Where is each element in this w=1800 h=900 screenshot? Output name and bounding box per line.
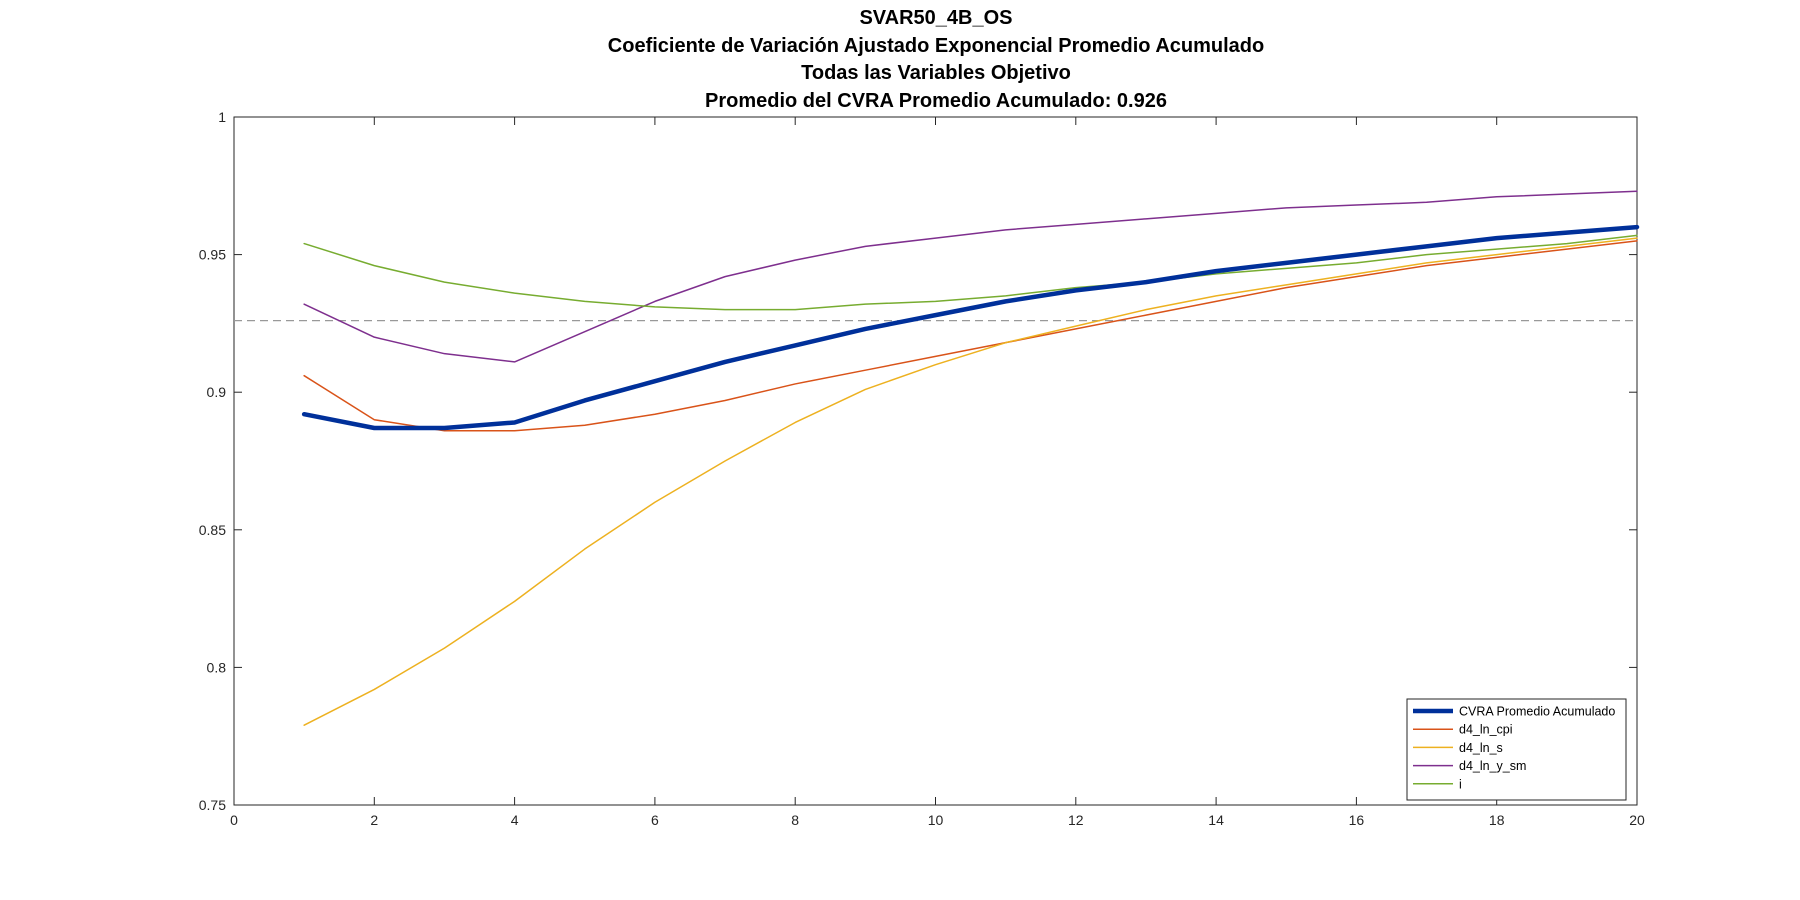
y-tick-label: 0.9: [207, 384, 227, 400]
axes-box: [233, 116, 1638, 806]
y-tick-label: 0.8: [207, 659, 227, 675]
plot-area: 0 2 4 6 8 10 12 14 16 18 20 0.75 0.8 0.85 0.9 0.95 1: [199, 109, 1645, 828]
series-line-d4_ln_y_sm: [303, 190, 1638, 363]
x-tick-label: 16: [1349, 812, 1365, 828]
x-tick-label: 0: [230, 812, 238, 828]
title-line-1: SVAR50_4B_OS: [859, 7, 1012, 29]
legend-entry-label: i: [1459, 777, 1462, 791]
legend-entry-label: d4_ln_s: [1459, 741, 1503, 755]
title-line-3: Todas las Variables Objetivo: [801, 62, 1071, 84]
x-tick-label: 14: [1208, 812, 1224, 828]
title-line-2: Coeficiente de Variación Ajustado Expone…: [608, 35, 1264, 57]
x-tick-label: 4: [511, 812, 519, 828]
legend-entry-label: d4_ln_cpi: [1459, 723, 1513, 737]
x-tick-label: 12: [1068, 812, 1084, 828]
legend-entry-label: CVRA Promedio Acumulado: [1459, 705, 1615, 719]
legend: CVRA Promedio Acumulado d4_ln_cpi d4_ln_sd…: [1406, 698, 1627, 801]
series-line-i: [303, 234, 1638, 311]
title-line-4: Promedio del CVRA Promedio Acumulado: 0.…: [705, 90, 1167, 112]
series-line-d4_ln_s: [303, 237, 1638, 726]
series-line-CVRA Promedio Acumulado: [301, 224, 1640, 431]
x-tick-label: 6: [651, 812, 659, 828]
x-tick-label: 10: [928, 812, 944, 828]
y-tick-label: 0.85: [199, 522, 226, 538]
series-line-d4_ln_cpi: [303, 240, 1638, 432]
x-tick-label: 20: [1629, 812, 1645, 828]
x-tick-label: 2: [370, 812, 378, 828]
x-tick-label: 18: [1489, 812, 1505, 828]
y-tick-label: 1: [218, 109, 226, 125]
y-tick-label: 0.95: [199, 247, 226, 263]
x-tick-label: 8: [791, 812, 799, 828]
legend-entry-label: d4_ln_y_sm: [1459, 759, 1526, 773]
y-tick-label: 0.75: [199, 797, 226, 813]
chart-title: SVAR50_4B_OS Coeficiente de Variación Aj…: [608, 7, 1264, 112]
